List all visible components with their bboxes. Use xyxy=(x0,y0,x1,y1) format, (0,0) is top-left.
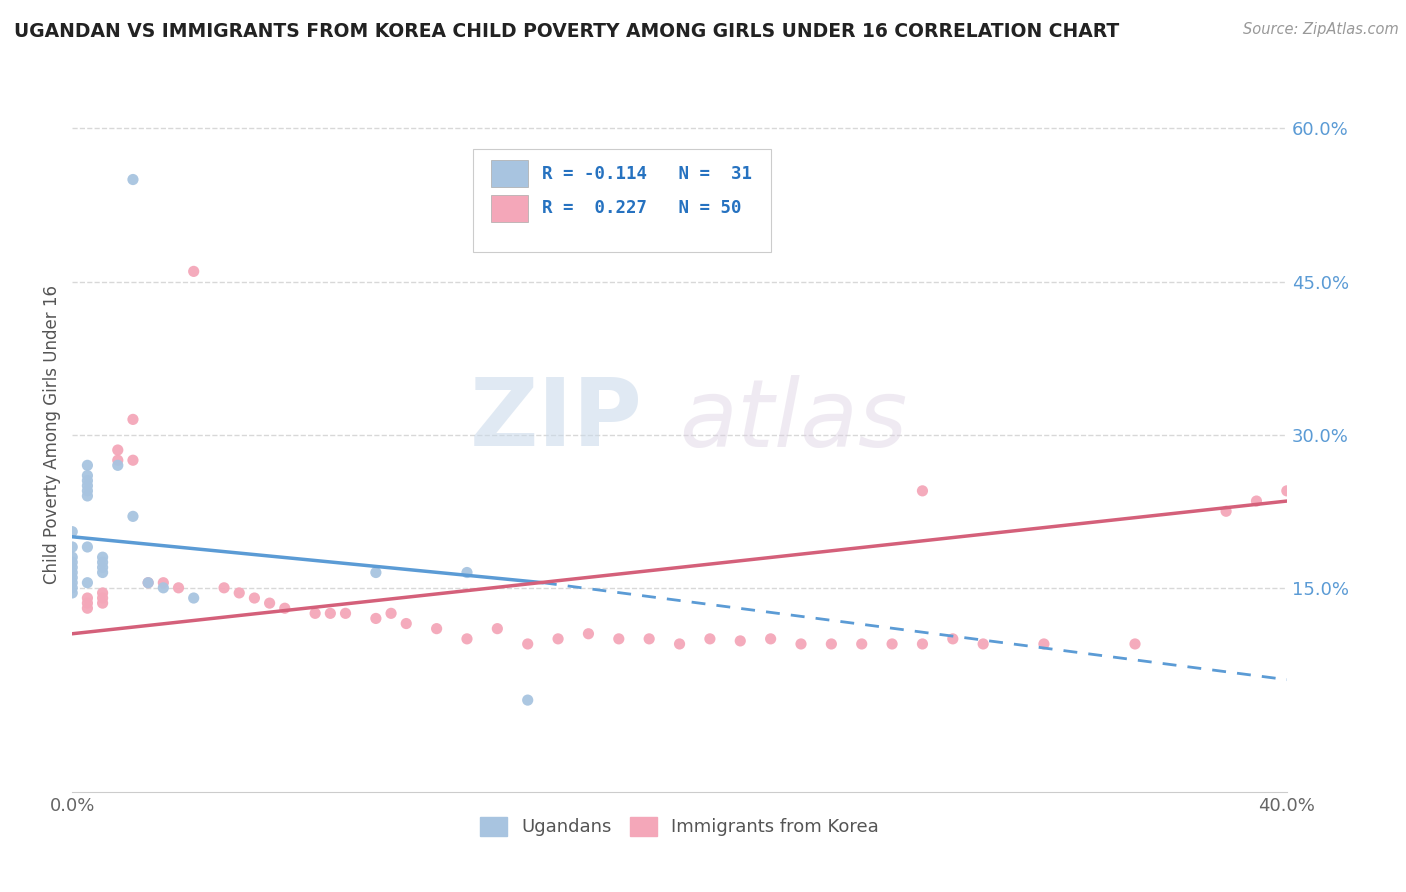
Point xyxy=(730,633,752,648)
Point xyxy=(107,453,129,467)
Point xyxy=(91,591,114,605)
Point xyxy=(76,575,98,590)
Point xyxy=(638,632,661,646)
Point xyxy=(547,632,569,646)
Point xyxy=(880,637,903,651)
Bar xyxy=(491,194,527,222)
Point xyxy=(790,637,813,651)
Point xyxy=(60,540,83,554)
Point xyxy=(607,632,630,646)
Point xyxy=(152,575,174,590)
Point xyxy=(60,555,83,569)
Point xyxy=(136,575,159,590)
Point xyxy=(1032,637,1054,651)
Point xyxy=(1123,637,1146,651)
Point xyxy=(122,172,145,186)
Point xyxy=(60,581,83,595)
Point xyxy=(60,550,83,565)
Y-axis label: Child Poverty Among Girls Under 16: Child Poverty Among Girls Under 16 xyxy=(44,285,60,584)
Point xyxy=(395,616,418,631)
Point xyxy=(76,474,98,488)
Text: R =  0.227   N = 50: R = 0.227 N = 50 xyxy=(543,199,742,217)
Point xyxy=(107,458,129,473)
Point xyxy=(1246,494,1268,508)
Point xyxy=(380,607,402,621)
Point xyxy=(243,591,266,605)
Point xyxy=(304,607,326,621)
Point xyxy=(60,586,83,600)
Point xyxy=(107,443,129,458)
Point xyxy=(759,632,782,646)
Point xyxy=(76,458,98,473)
Text: atlas: atlas xyxy=(679,375,908,466)
Point xyxy=(76,591,98,605)
Point xyxy=(76,483,98,498)
Point xyxy=(668,637,690,651)
Point xyxy=(578,626,600,640)
Point xyxy=(152,581,174,595)
Text: Source: ZipAtlas.com: Source: ZipAtlas.com xyxy=(1243,22,1399,37)
Point xyxy=(183,591,205,605)
Text: R = -0.114   N =  31: R = -0.114 N = 31 xyxy=(543,165,752,183)
Point xyxy=(76,479,98,493)
Point xyxy=(76,540,98,554)
Point xyxy=(335,607,357,621)
Point xyxy=(60,566,83,580)
Point xyxy=(456,566,478,580)
Point xyxy=(212,581,235,595)
Point xyxy=(972,637,994,651)
Point xyxy=(911,483,934,498)
Point xyxy=(167,581,190,595)
Point xyxy=(486,622,509,636)
Point xyxy=(91,560,114,574)
Bar xyxy=(491,161,527,187)
Point xyxy=(76,489,98,503)
Point xyxy=(91,550,114,565)
Point xyxy=(183,264,205,278)
Point xyxy=(851,637,873,651)
Point xyxy=(91,566,114,580)
Point xyxy=(76,601,98,615)
Point xyxy=(911,637,934,651)
Point xyxy=(426,622,449,636)
Point xyxy=(122,509,145,524)
Point xyxy=(122,412,145,426)
Point xyxy=(91,586,114,600)
Point xyxy=(319,607,342,621)
Point xyxy=(699,632,721,646)
Point xyxy=(456,632,478,646)
Point xyxy=(1215,504,1237,518)
Text: ZIP: ZIP xyxy=(470,375,643,467)
Point xyxy=(60,575,83,590)
Point xyxy=(91,596,114,610)
Point xyxy=(364,611,387,625)
Point xyxy=(60,571,83,585)
Point xyxy=(60,560,83,574)
Legend: Ugandans, Immigrants from Korea: Ugandans, Immigrants from Korea xyxy=(472,810,886,844)
FancyBboxPatch shape xyxy=(472,149,770,252)
Point xyxy=(91,555,114,569)
Point xyxy=(274,601,297,615)
Point xyxy=(942,632,965,646)
Point xyxy=(820,637,842,651)
Point xyxy=(1275,483,1298,498)
Point xyxy=(516,693,538,707)
Point xyxy=(76,596,98,610)
Point xyxy=(76,468,98,483)
Point xyxy=(364,566,387,580)
Text: UGANDAN VS IMMIGRANTS FROM KOREA CHILD POVERTY AMONG GIRLS UNDER 16 CORRELATION : UGANDAN VS IMMIGRANTS FROM KOREA CHILD P… xyxy=(14,22,1119,41)
Point xyxy=(516,637,538,651)
Point xyxy=(136,575,159,590)
Point xyxy=(259,596,281,610)
Point xyxy=(122,453,145,467)
Point xyxy=(228,586,250,600)
Point xyxy=(60,524,83,539)
